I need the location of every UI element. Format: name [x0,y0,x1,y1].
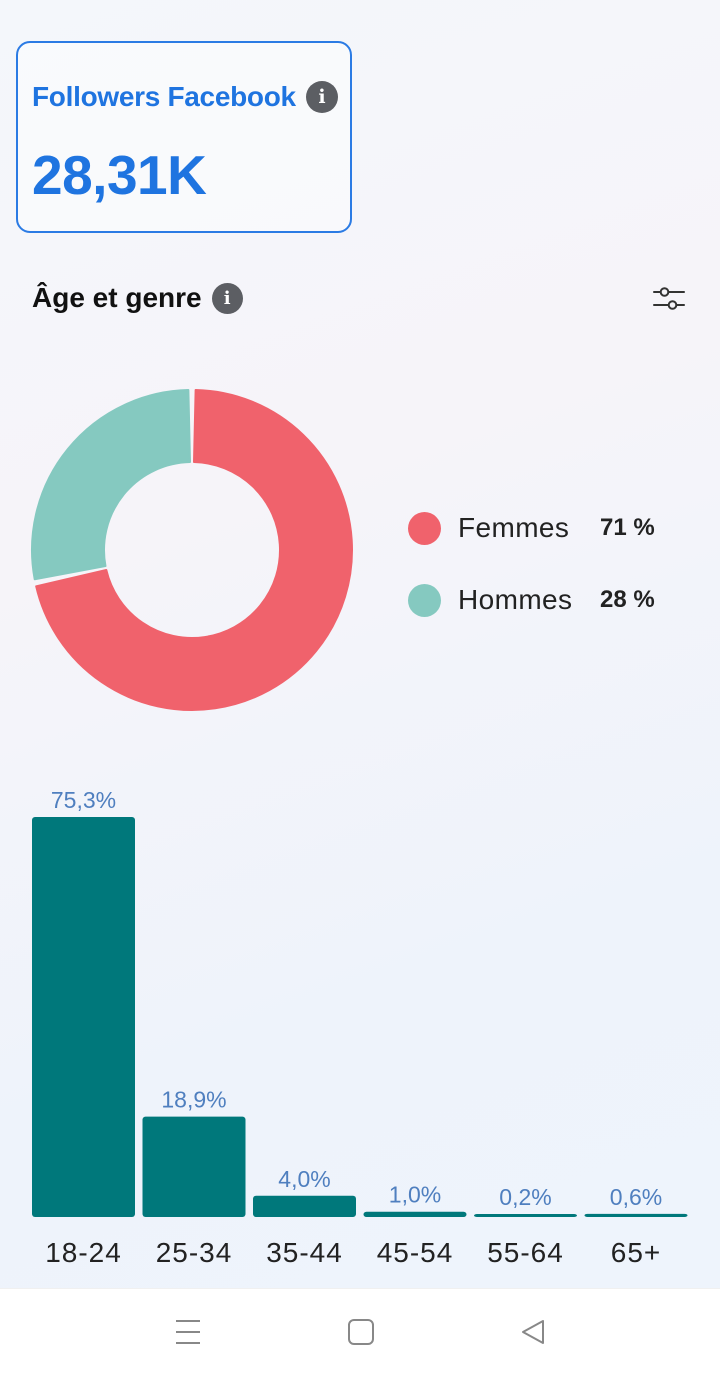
back-triangle-icon[interactable] [516,1315,550,1349]
legend-item-hommes: Hommes 28 % [408,564,655,636]
bar-65+ [584,1213,688,1217]
donut-slice-hommes [31,389,192,581]
legend-value: 28 % [600,586,655,613]
legend-dot-femmes [408,511,441,545]
bar-55-64 [474,1214,577,1217]
home-square-icon[interactable] [344,1315,378,1349]
legend-value: 71 % [600,514,655,541]
bar-value-label: 75,3% [51,787,116,813]
followers-card: Followers Facebook i 28,31K [16,41,352,233]
legend-label: Femmes [458,512,570,543]
gender-donut-chart [31,389,353,711]
followers-title-row: Followers Facebook i [32,81,338,113]
bar-value-label: 4,0% [278,1166,330,1192]
followers-title: Followers Facebook [32,81,296,112]
age-bar-chart: 75,3% 18-24 18,9% 25-34 4,0% 35-44 1,0% 45-54 0,… [32,787,688,1268]
bar-value-label: 0,6% [610,1184,662,1210]
section-title: Âge et genre [32,282,202,313]
x-tick-label: 55-64 [487,1237,564,1268]
sliders-icon[interactable] [646,282,690,316]
legend-label: Hommes [458,584,573,615]
bar-value-label: 0,2% [499,1184,551,1210]
bar-25-34 [142,1116,246,1217]
x-tick-label: 65+ [611,1237,662,1268]
legend-item-femmes: Femmes 71 % [408,492,655,564]
system-navbar [0,1288,720,1375]
bar-45-54 [363,1211,467,1217]
x-tick-label: 25-34 [156,1237,233,1268]
followers-value: 28,31K [32,144,207,206]
bar-18-24 [32,817,135,1217]
x-tick-label: 35-44 [266,1237,343,1268]
donut-legend: Femmes 71 % Hommes 28 % [408,492,655,636]
info-icon[interactable]: i [211,282,243,314]
menu-icon[interactable] [171,1315,205,1349]
legend-dot-hommes [408,583,441,617]
donut-slice-femmes [35,389,353,711]
bar-35-44 [253,1195,356,1217]
bar-value-label: 18,9% [161,1087,226,1113]
bar-value-label: 1,0% [389,1182,441,1208]
info-icon[interactable]: i [305,81,338,113]
x-tick-label: 18-24 [45,1237,122,1268]
section-header: Âge et genre i [32,282,243,314]
x-tick-label: 45-54 [377,1237,454,1268]
